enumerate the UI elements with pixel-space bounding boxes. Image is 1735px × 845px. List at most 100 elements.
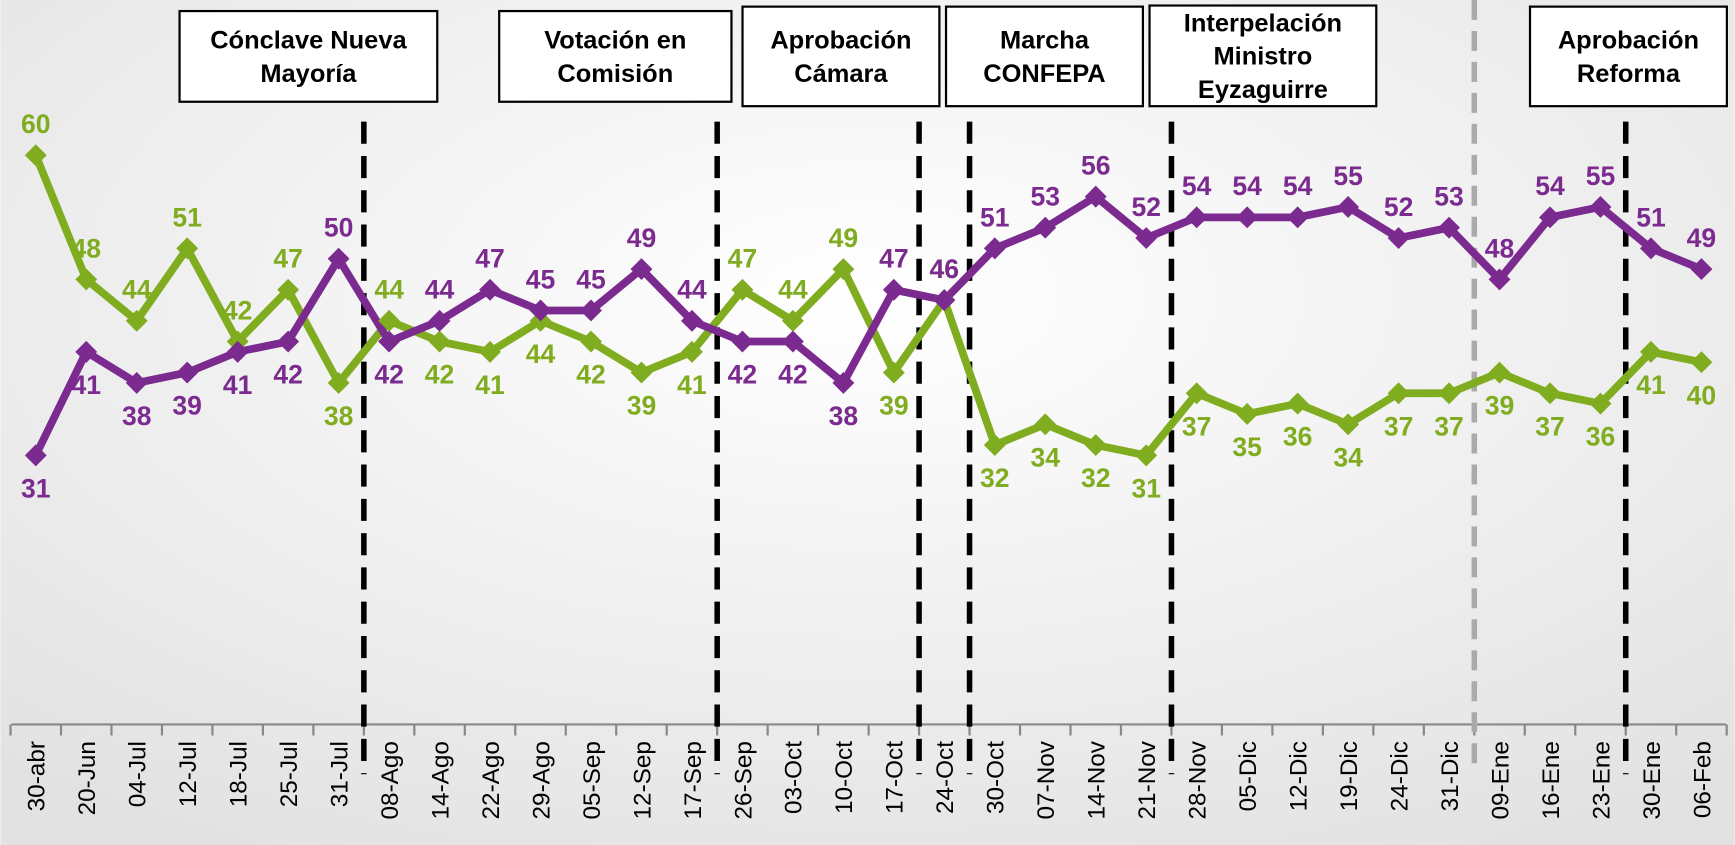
event-label: Ministro	[1213, 43, 1312, 71]
event-label: Comisión	[557, 60, 673, 88]
event-label: Aprobación	[770, 27, 911, 55]
event-box	[944, 5, 1145, 108]
x-tick-label: 04-Jul	[125, 741, 152, 807]
event-label: Cónclave Nueva	[210, 27, 407, 55]
x-tick-label: 05-Dic	[1235, 741, 1262, 811]
x-tick-label: 20-Jun	[74, 741, 101, 815]
x-tick-label: 24-Dic	[1386, 741, 1413, 811]
data-label: 50	[324, 213, 354, 243]
data-label: 37	[1434, 411, 1464, 441]
point	[731, 278, 754, 301]
x-tick-label: 08-Ago	[377, 741, 404, 819]
data-label: 49	[1687, 223, 1717, 253]
event-box	[1148, 4, 1378, 108]
event-label: Votación en	[544, 27, 686, 55]
data-label: 34	[1031, 442, 1061, 472]
data-label: 51	[1636, 202, 1666, 232]
data-label: 42	[273, 360, 303, 390]
point	[832, 371, 855, 394]
data-label: 31	[21, 473, 51, 503]
event-label: Mayoría	[260, 60, 357, 88]
point	[1387, 227, 1410, 249]
data-label: 53	[1031, 182, 1061, 212]
x-tick-label: 30-Ene	[1639, 741, 1666, 819]
x-tick-label: 14-Ago	[427, 741, 454, 819]
series-line	[32, 153, 1703, 460]
point	[1387, 382, 1410, 405]
point	[24, 444, 47, 467]
x-tick-label: 24-Oct	[932, 741, 959, 814]
x-tick-label: 03-Oct	[781, 741, 808, 814]
point	[1337, 196, 1360, 218]
event-label: Interpelación	[1184, 10, 1342, 38]
data-label: 40	[1687, 380, 1717, 410]
data-label: 35	[1232, 432, 1262, 462]
point	[630, 258, 653, 281]
data-label: 37	[1182, 411, 1212, 441]
data-label: 42	[425, 360, 455, 390]
point	[75, 340, 98, 363]
data-label: 56	[1081, 151, 1111, 181]
x-tick-label: 12-Jul	[175, 741, 202, 807]
x-tick-label: 19-Dic	[1336, 741, 1363, 811]
point	[1337, 413, 1360, 436]
data-label: 42	[223, 295, 253, 325]
event-label: Cámara	[794, 60, 888, 88]
event-box	[1528, 5, 1728, 108]
event-box	[741, 5, 941, 108]
data-label: 39	[879, 391, 909, 421]
data-label: 39	[627, 391, 657, 421]
data-label: 37	[1535, 411, 1565, 441]
x-tick-label: 21-Nov	[1134, 740, 1161, 819]
point	[832, 258, 855, 281]
data-label: 41	[71, 370, 101, 400]
data-label: 39	[1485, 391, 1515, 421]
data-label: 37	[1384, 411, 1414, 441]
data-label: 44	[778, 275, 808, 305]
event-label: Aprobación	[1558, 27, 1699, 55]
data-label: 39	[172, 391, 202, 421]
data-label: 34	[1333, 442, 1363, 472]
data-label: 36	[1283, 422, 1313, 452]
x-tick-label: 10-Oct	[831, 741, 858, 814]
data-label: 44	[374, 275, 404, 305]
point	[680, 340, 703, 363]
event-label: Marcha	[1000, 27, 1090, 55]
data-label: 31	[1131, 473, 1161, 503]
data-label: 42	[778, 360, 808, 390]
event-label: Eyzaguirre	[1198, 76, 1328, 104]
x-tick-label: 06-Feb	[1689, 741, 1716, 818]
x-tick-label: 23-Ene	[1588, 741, 1615, 819]
point	[580, 299, 602, 322]
data-label: 36	[1586, 422, 1616, 452]
data-label: 55	[1586, 161, 1616, 191]
point	[479, 340, 501, 363]
data-label: 45	[526, 264, 556, 294]
data-label: 49	[627, 223, 657, 253]
point	[327, 247, 350, 270]
data-label: 47	[728, 244, 758, 274]
point	[529, 299, 552, 322]
data-label: 32	[980, 463, 1010, 493]
point	[1185, 382, 1208, 405]
data-label: 54	[1182, 171, 1212, 201]
data-label: 49	[829, 223, 859, 253]
data-label: 54	[1232, 171, 1262, 201]
point	[731, 330, 754, 353]
data-label: 41	[677, 370, 707, 400]
data-label: 60	[21, 109, 51, 139]
point	[1185, 206, 1208, 229]
point	[226, 340, 249, 363]
event-label: Reforma	[1577, 60, 1681, 88]
series-line	[32, 192, 1703, 458]
data-label: 38	[324, 401, 354, 431]
x-tick-label: 22-Ago	[478, 741, 505, 819]
data-label: 52	[1131, 192, 1161, 222]
data-label: 44	[425, 275, 455, 305]
data-label: 42	[374, 360, 404, 390]
data-label: 38	[829, 401, 859, 431]
x-tick-label: 25-Jul	[276, 741, 303, 807]
data-label: 54	[1283, 171, 1313, 201]
